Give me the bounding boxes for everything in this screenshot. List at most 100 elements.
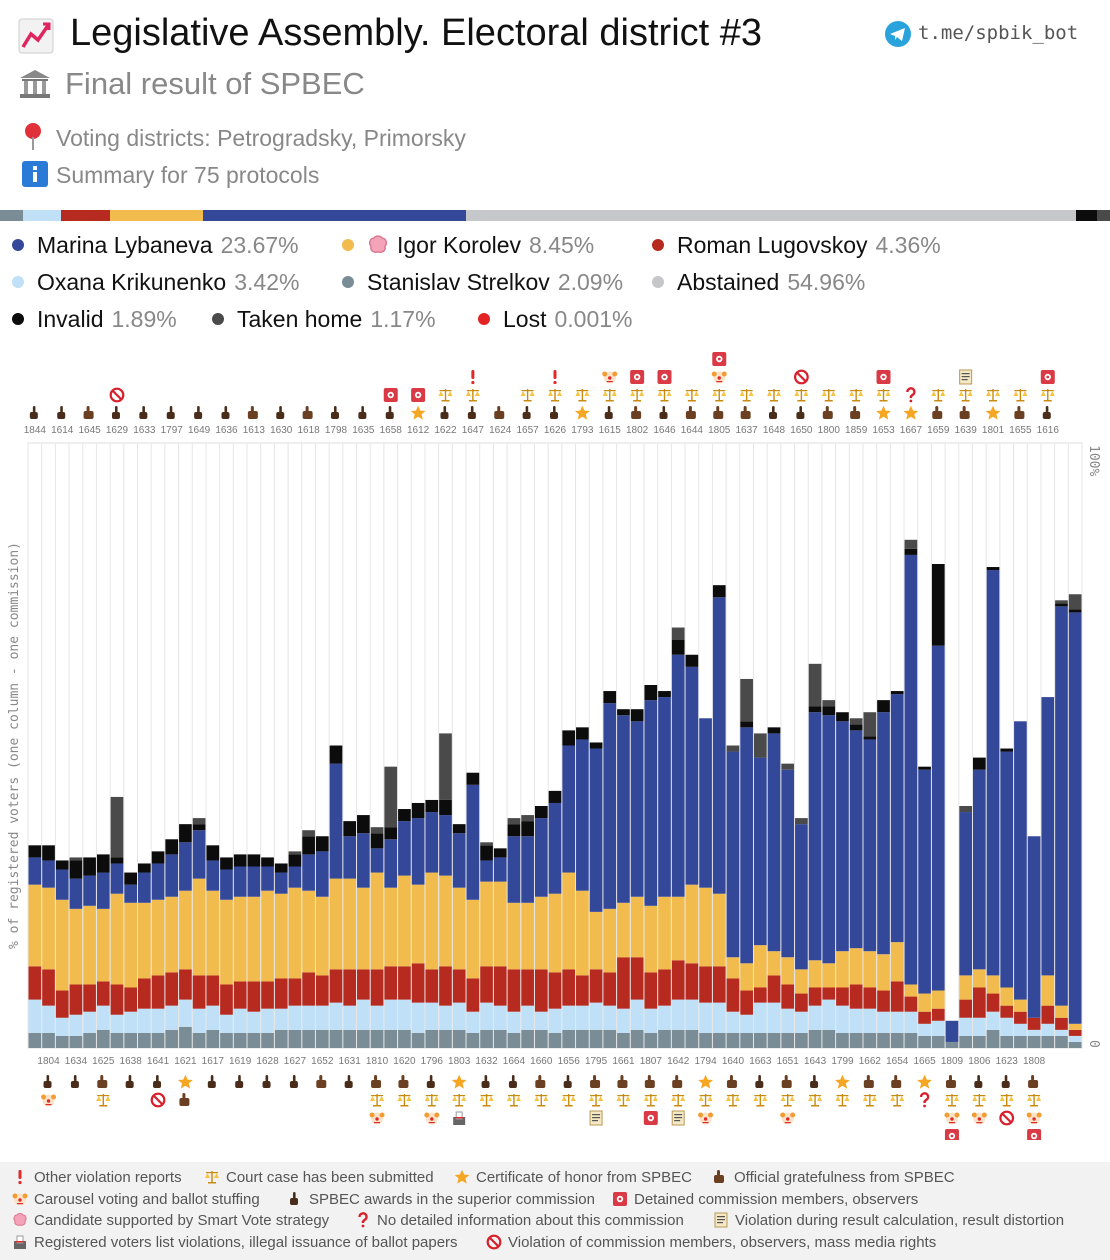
bar-segment-korolev bbox=[808, 960, 822, 988]
bottom-commission-label: 1663 bbox=[749, 1056, 772, 1067]
scales-icon bbox=[794, 389, 809, 402]
bar-segment-strelkov bbox=[192, 1032, 206, 1048]
thumbs-dark-icon bbox=[1042, 406, 1051, 419]
bar-segment-lugovskoy bbox=[740, 990, 753, 1015]
top-commission-label: 1647 bbox=[462, 425, 485, 436]
footer-item-ledger: Violation during result calculation, res… bbox=[713, 1212, 1064, 1232]
scales-icon bbox=[698, 1094, 713, 1107]
ledger-icon bbox=[589, 1110, 603, 1126]
bar-segment-lugovskoy bbox=[28, 966, 42, 1000]
bar-segment-lybaneva bbox=[931, 645, 945, 991]
scales-icon bbox=[370, 1094, 385, 1107]
bar-segment-lybaneva bbox=[972, 769, 986, 970]
footer-legend: Other violation reports Court case has be… bbox=[0, 1162, 1110, 1260]
bar-segment-strelkov bbox=[534, 1029, 548, 1048]
bar-segment-invalid bbox=[808, 706, 822, 713]
question-icon bbox=[906, 387, 916, 403]
bar-segment-krikunenko bbox=[192, 1008, 206, 1033]
bar-segment-krikunenko bbox=[904, 1011, 918, 1033]
bar-segment-strelkov bbox=[302, 1029, 315, 1048]
telegram-link[interactable]: t.me/spbik_bot bbox=[918, 22, 1079, 44]
thumbs-medium-icon bbox=[932, 406, 943, 419]
bar-segment-lybaneva bbox=[740, 727, 753, 964]
bar-segment-krikunenko bbox=[890, 1011, 904, 1033]
bar-segment-lybaneva bbox=[918, 769, 931, 994]
clown-icon bbox=[698, 1112, 714, 1125]
bar-segment-takenhome bbox=[781, 763, 795, 770]
bar-segment-korolev bbox=[480, 881, 493, 967]
thumbs-dark-icon bbox=[235, 1075, 244, 1088]
bar-segment-korolev bbox=[302, 890, 315, 973]
siren-icon bbox=[1040, 370, 1055, 384]
bar-segment-korolev bbox=[767, 951, 781, 976]
bar-segment-lybaneva bbox=[945, 1020, 959, 1042]
exclamation-icon bbox=[553, 370, 557, 385]
thumbs-dark-icon bbox=[426, 1075, 435, 1088]
bar-segment-krikunenko bbox=[110, 1014, 124, 1033]
thumbs-dark-icon bbox=[769, 406, 778, 419]
bar-segment-lybaneva bbox=[986, 570, 1000, 976]
bar-segment-lybaneva bbox=[247, 866, 261, 897]
bar-segment-lybaneva bbox=[493, 857, 507, 882]
bottom-commission-label: 1804 bbox=[37, 1056, 60, 1067]
bar-segment-krikunenko bbox=[411, 1002, 425, 1033]
top-commission-label: 1658 bbox=[380, 425, 403, 436]
legend-item-lugovskoy: Roman Lugovskoy 4.36% bbox=[652, 232, 941, 259]
bar-segment-lybaneva bbox=[781, 769, 795, 958]
bar-segment-lybaneva bbox=[398, 821, 411, 876]
bar-segment-krikunenko bbox=[1027, 1029, 1041, 1036]
bar-segment-korolev bbox=[781, 957, 795, 985]
bar-segment-lybaneva bbox=[124, 884, 138, 903]
bar-segment-lugovskoy bbox=[165, 972, 179, 1006]
bar-segment-korolev bbox=[96, 908, 110, 982]
bar-segment-lugovskoy bbox=[576, 975, 589, 1006]
bar-segment-korolev bbox=[644, 905, 658, 973]
bar-segment-strelkov bbox=[863, 1032, 877, 1048]
bar-segment-strelkov bbox=[890, 1032, 904, 1048]
bottom-commission-label: 1807 bbox=[640, 1056, 663, 1067]
bar-segment-takenhome bbox=[384, 766, 398, 828]
scales-icon bbox=[986, 389, 1001, 402]
thumbs-medium-icon bbox=[740, 406, 751, 419]
bar-segment-lybaneva bbox=[630, 721, 644, 897]
ballot-box-icon bbox=[453, 1111, 466, 1125]
bar-segment-invalid bbox=[890, 691, 904, 695]
stacked-bar-chart: % of registered voters (one column - one… bbox=[7, 352, 1101, 1140]
bar-segment-krikunenko bbox=[274, 1008, 288, 1030]
thumbs-dark-icon bbox=[70, 1075, 79, 1088]
scales-icon bbox=[616, 1094, 631, 1107]
bar-segment-strelkov bbox=[781, 1032, 795, 1048]
thumbs-dark-icon bbox=[508, 1075, 517, 1088]
bar-segment-takenhome bbox=[288, 851, 302, 855]
bar-segment-strelkov bbox=[671, 1029, 685, 1048]
bar-segment-krikunenko bbox=[247, 1011, 261, 1033]
thumbs-dark-icon bbox=[194, 406, 203, 419]
bar-segment-korolev bbox=[42, 887, 55, 970]
bar-segment-invalid bbox=[576, 727, 589, 740]
bar-segment-lybaneva bbox=[808, 712, 822, 961]
legend-name: Lost bbox=[503, 306, 547, 332]
top-commission-label: 1844 bbox=[24, 425, 47, 436]
bar-segment-lybaneva bbox=[671, 654, 685, 897]
scales-icon bbox=[821, 389, 836, 402]
bar-segment-korolev bbox=[452, 887, 466, 970]
thumbs-dark-icon bbox=[262, 1075, 271, 1088]
bar-segment-invalid bbox=[740, 721, 753, 728]
question-icon bbox=[355, 1212, 371, 1232]
bottom-commission-label: 1808 bbox=[1023, 1056, 1046, 1067]
scales-icon bbox=[767, 389, 782, 402]
thumbs-medium-icon bbox=[398, 1075, 409, 1088]
thumbs-dark-icon bbox=[659, 406, 668, 419]
footer-item-text: Violation of commission members, observe… bbox=[508, 1233, 937, 1251]
scales-icon bbox=[780, 1094, 795, 1107]
bar-segment-lugovskoy bbox=[439, 966, 452, 1006]
clown-icon bbox=[369, 1112, 385, 1125]
scales-icon bbox=[589, 1094, 604, 1107]
bar-segment-lugovskoy bbox=[781, 984, 795, 1009]
bar-segment-korolev bbox=[986, 975, 1000, 994]
bar-segment-invalid bbox=[247, 854, 261, 867]
bar-segment-invalid bbox=[589, 742, 603, 749]
bar-segment-lugovskoy bbox=[315, 975, 329, 1006]
thumbs-dark-icon bbox=[43, 1075, 52, 1088]
bar-segment-invalid bbox=[151, 851, 165, 864]
